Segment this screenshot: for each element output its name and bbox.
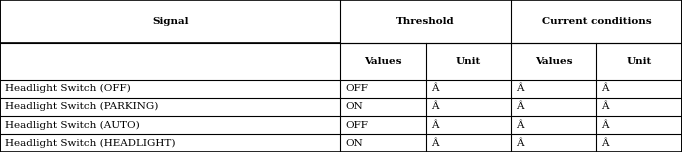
Text: OFF: OFF xyxy=(346,121,369,130)
Text: Â: Â xyxy=(431,121,439,130)
Text: Headlight Switch (HEADLIGHT): Headlight Switch (HEADLIGHT) xyxy=(5,138,176,148)
Text: ON: ON xyxy=(346,102,364,111)
Text: Headlight Switch (PARKING): Headlight Switch (PARKING) xyxy=(5,102,159,112)
Text: Â: Â xyxy=(516,138,524,148)
Text: Values: Values xyxy=(364,57,402,66)
Text: Values: Values xyxy=(535,57,572,66)
Text: Â: Â xyxy=(602,138,609,148)
Text: Current conditions: Current conditions xyxy=(542,17,651,26)
Text: Â: Â xyxy=(431,138,439,148)
Text: Â: Â xyxy=(516,102,524,111)
Text: Â: Â xyxy=(602,102,609,111)
Text: Unit: Unit xyxy=(626,57,652,66)
Text: Headlight Switch (AUTO): Headlight Switch (AUTO) xyxy=(5,120,140,130)
Text: ON: ON xyxy=(346,138,364,148)
Text: Â: Â xyxy=(602,84,609,93)
Text: Â: Â xyxy=(431,84,439,93)
Text: Headlight Switch (OFF): Headlight Switch (OFF) xyxy=(5,84,131,93)
Text: Unit: Unit xyxy=(456,57,481,66)
Text: Threshold: Threshold xyxy=(396,17,455,26)
Text: Â: Â xyxy=(431,102,439,111)
Text: Â: Â xyxy=(516,121,524,130)
Text: Â: Â xyxy=(516,84,524,93)
Text: OFF: OFF xyxy=(346,84,369,93)
Text: Signal: Signal xyxy=(152,17,188,26)
Text: Â: Â xyxy=(602,121,609,130)
